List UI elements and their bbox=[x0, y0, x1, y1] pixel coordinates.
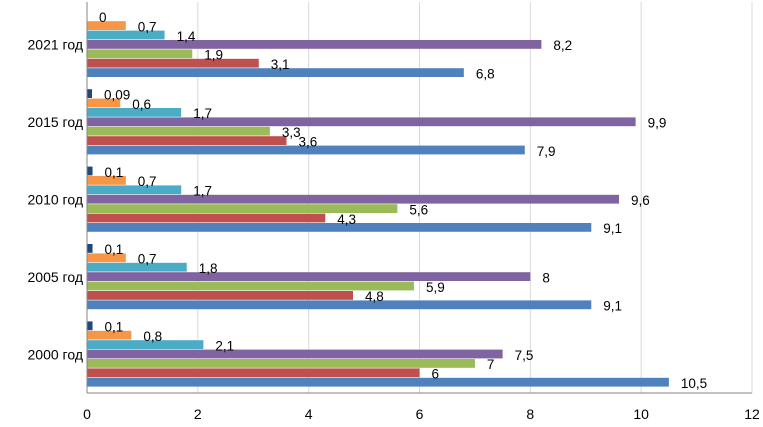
x-tick-label-2: 2 bbox=[194, 406, 202, 422]
bar-1-2 bbox=[87, 368, 420, 378]
data-label-4-1: 7,9 bbox=[537, 144, 556, 159]
x-tick-label-8: 8 bbox=[526, 406, 534, 422]
bar-4-3 bbox=[87, 126, 270, 136]
bar-4-5 bbox=[87, 108, 182, 117]
data-label-5-7: 0 bbox=[99, 10, 107, 25]
bar-5-3 bbox=[87, 49, 193, 59]
bar-3-7 bbox=[87, 166, 93, 176]
data-label-4-7: 0,09 bbox=[104, 87, 130, 102]
data-label-4-4: 9,9 bbox=[648, 116, 667, 131]
data-label-4-2: 3,6 bbox=[299, 134, 318, 149]
bar-1-7 bbox=[87, 321, 93, 331]
data-label-3-7: 0,1 bbox=[105, 165, 124, 180]
data-label-2-1: 9,1 bbox=[603, 299, 622, 314]
bar-5-1 bbox=[87, 68, 464, 77]
bar-3-1 bbox=[87, 223, 592, 232]
bar-4-2 bbox=[87, 136, 287, 145]
category-label-2: 2005 год bbox=[28, 269, 83, 285]
data-label-2-2: 4,8 bbox=[365, 289, 384, 304]
category-label-5: 2021 год bbox=[28, 37, 83, 53]
bar-2-7 bbox=[87, 244, 93, 253]
data-label-2-5: 1,8 bbox=[199, 261, 218, 276]
data-label-1-1: 10,5 bbox=[681, 376, 707, 391]
bar-2-3 bbox=[87, 281, 414, 291]
bar-5-2 bbox=[87, 58, 259, 68]
data-label-3-1: 9,1 bbox=[603, 221, 622, 236]
data-label-5-3: 1,9 bbox=[204, 48, 223, 63]
bar-3-6 bbox=[87, 176, 126, 185]
data-label-5-4: 8,2 bbox=[553, 38, 572, 53]
bar-1-3 bbox=[87, 359, 475, 368]
bar-1-4 bbox=[87, 349, 503, 359]
data-label-5-6: 0,7 bbox=[138, 19, 157, 34]
bar-3-4 bbox=[87, 194, 619, 204]
x-tick-label-6: 6 bbox=[416, 406, 424, 422]
bar-3-2 bbox=[87, 213, 326, 223]
data-labels-group: 10,5 6 7 7,5 2,1 0,8 0,1 9,1 4,8 5,9 8 1,8 0,7 0,1 9,1… bbox=[99, 10, 707, 391]
data-label-3-6: 0,7 bbox=[138, 174, 157, 189]
x-tick-label-10: 10 bbox=[633, 406, 649, 422]
data-label-5-1: 6,8 bbox=[476, 66, 495, 81]
x-tick-label-0: 0 bbox=[83, 406, 91, 422]
bar-1-5 bbox=[87, 340, 204, 349]
data-label-5-5: 1,4 bbox=[177, 29, 196, 44]
data-label-4-5: 1,7 bbox=[193, 106, 212, 121]
data-label-2-7: 0,1 bbox=[105, 242, 124, 257]
x-tick-label-4: 4 bbox=[305, 406, 313, 422]
bar-5-6 bbox=[87, 21, 126, 30]
data-label-1-6: 0,8 bbox=[143, 329, 162, 344]
category-label-3: 2010 год bbox=[28, 192, 83, 208]
bar-4-4 bbox=[87, 117, 636, 127]
data-label-1-2: 6 bbox=[432, 367, 440, 382]
data-label-3-4: 9,6 bbox=[631, 193, 650, 208]
category-label-4: 2015 год bbox=[28, 114, 83, 130]
data-label-1-7: 0,1 bbox=[105, 320, 124, 335]
bar-4-1 bbox=[87, 145, 525, 155]
data-label-1-4: 7,5 bbox=[515, 348, 534, 363]
data-label-2-4: 8 bbox=[542, 270, 550, 285]
data-label-1-3: 7 bbox=[487, 357, 495, 372]
bar-2-4 bbox=[87, 272, 531, 281]
bar-3-5 bbox=[87, 185, 182, 195]
x-tick-label-12: 12 bbox=[744, 406, 760, 422]
bar-5-4 bbox=[87, 40, 542, 49]
bar-4-7 bbox=[87, 89, 92, 98]
bar-5-5 bbox=[87, 30, 165, 40]
axis-group: 2000 год 2005 год 2010 год 2015 год 2021 год… bbox=[28, 2, 760, 422]
bar-4-6 bbox=[87, 98, 121, 108]
data-label-2-6: 0,7 bbox=[138, 252, 157, 267]
bar-2-1 bbox=[87, 300, 592, 310]
data-label-3-3: 5,6 bbox=[409, 202, 428, 217]
bar-2-5 bbox=[87, 262, 187, 272]
bar-1-1 bbox=[87, 377, 669, 387]
bars-group bbox=[87, 21, 669, 387]
category-label-1: 2000 год bbox=[28, 346, 83, 362]
data-label-3-5: 1,7 bbox=[193, 184, 212, 199]
bar-2-2 bbox=[87, 291, 353, 300]
data-label-3-2: 4,3 bbox=[337, 212, 356, 227]
data-label-4-3: 3,3 bbox=[282, 125, 301, 140]
bar-3-3 bbox=[87, 204, 398, 213]
bar-1-6 bbox=[87, 330, 132, 340]
data-label-1-5: 2,1 bbox=[215, 338, 234, 353]
data-label-5-2: 3,1 bbox=[271, 57, 290, 72]
data-label-2-3: 5,9 bbox=[426, 280, 445, 295]
data-label-4-6: 0,6 bbox=[132, 97, 151, 112]
bar-2-6 bbox=[87, 253, 126, 263]
